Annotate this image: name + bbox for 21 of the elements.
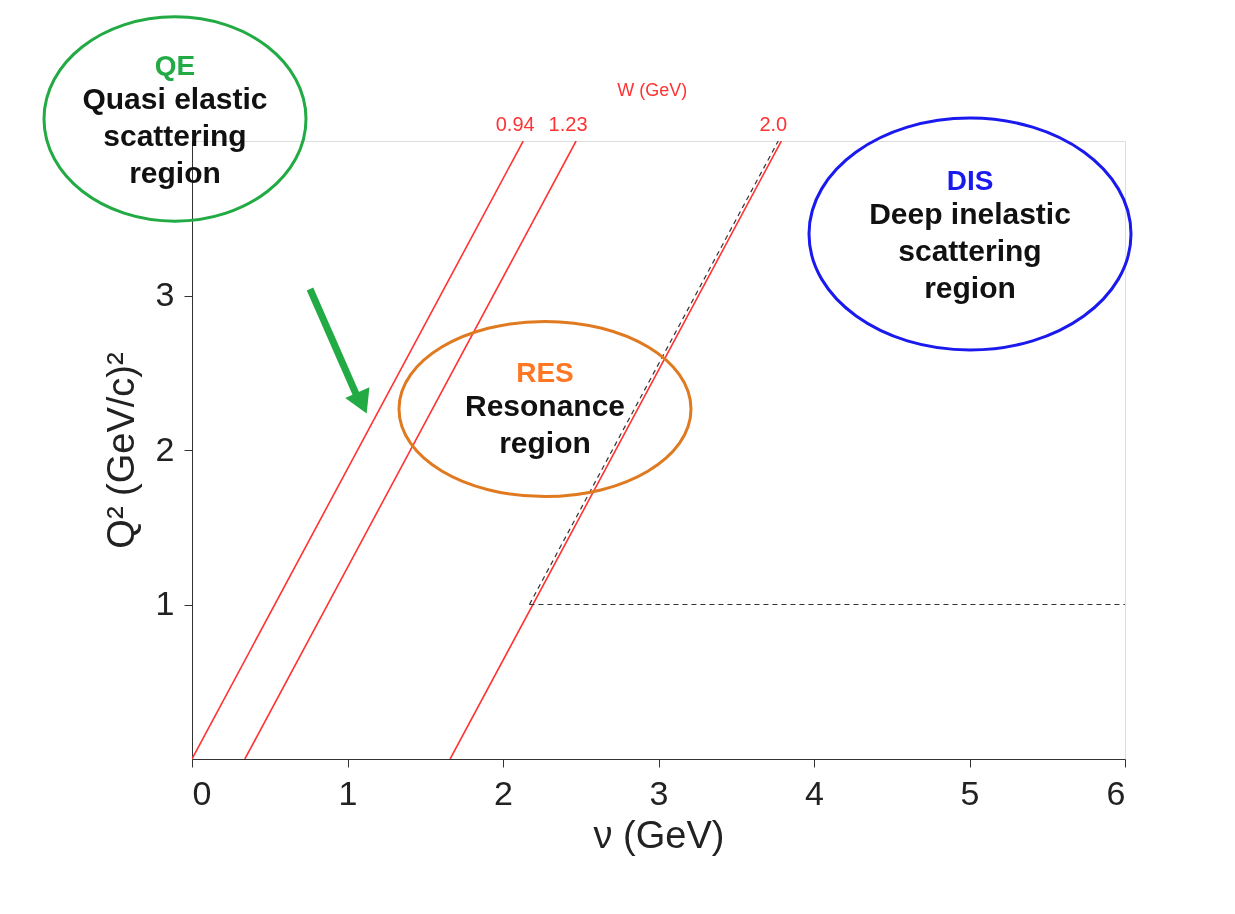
x-tick-label: 0	[192, 773, 212, 812]
x-tick-label: 5	[960, 773, 980, 812]
annotation: Deep inelastic scattering region	[869, 196, 1071, 304]
series-label: 2.0	[759, 113, 788, 135]
y-tick-label: 1	[155, 584, 175, 622]
x-tick-label: 3	[649, 773, 669, 812]
series-label: 0.94	[495, 113, 535, 135]
y-tick-label: 2	[155, 429, 175, 468]
x-tick-label: 6	[1106, 773, 1126, 812]
y-axis-title: Q² (GeV/c)²	[99, 352, 142, 549]
x-tick-label: 4	[805, 773, 824, 812]
x-tick-label: 2	[494, 773, 513, 812]
legend-title: W (GeV)	[617, 80, 688, 100]
x-tick-label: 1	[338, 773, 358, 812]
x-axis-title: ν (GeV)	[593, 813, 725, 856]
annotation: RES	[516, 357, 574, 388]
annotation: DIS	[946, 164, 994, 196]
y-tick-label: 3	[155, 275, 175, 313]
text: QE	[154, 49, 196, 81]
series-label: 1.23	[548, 113, 588, 135]
annotation: Resonance region	[464, 389, 626, 459]
